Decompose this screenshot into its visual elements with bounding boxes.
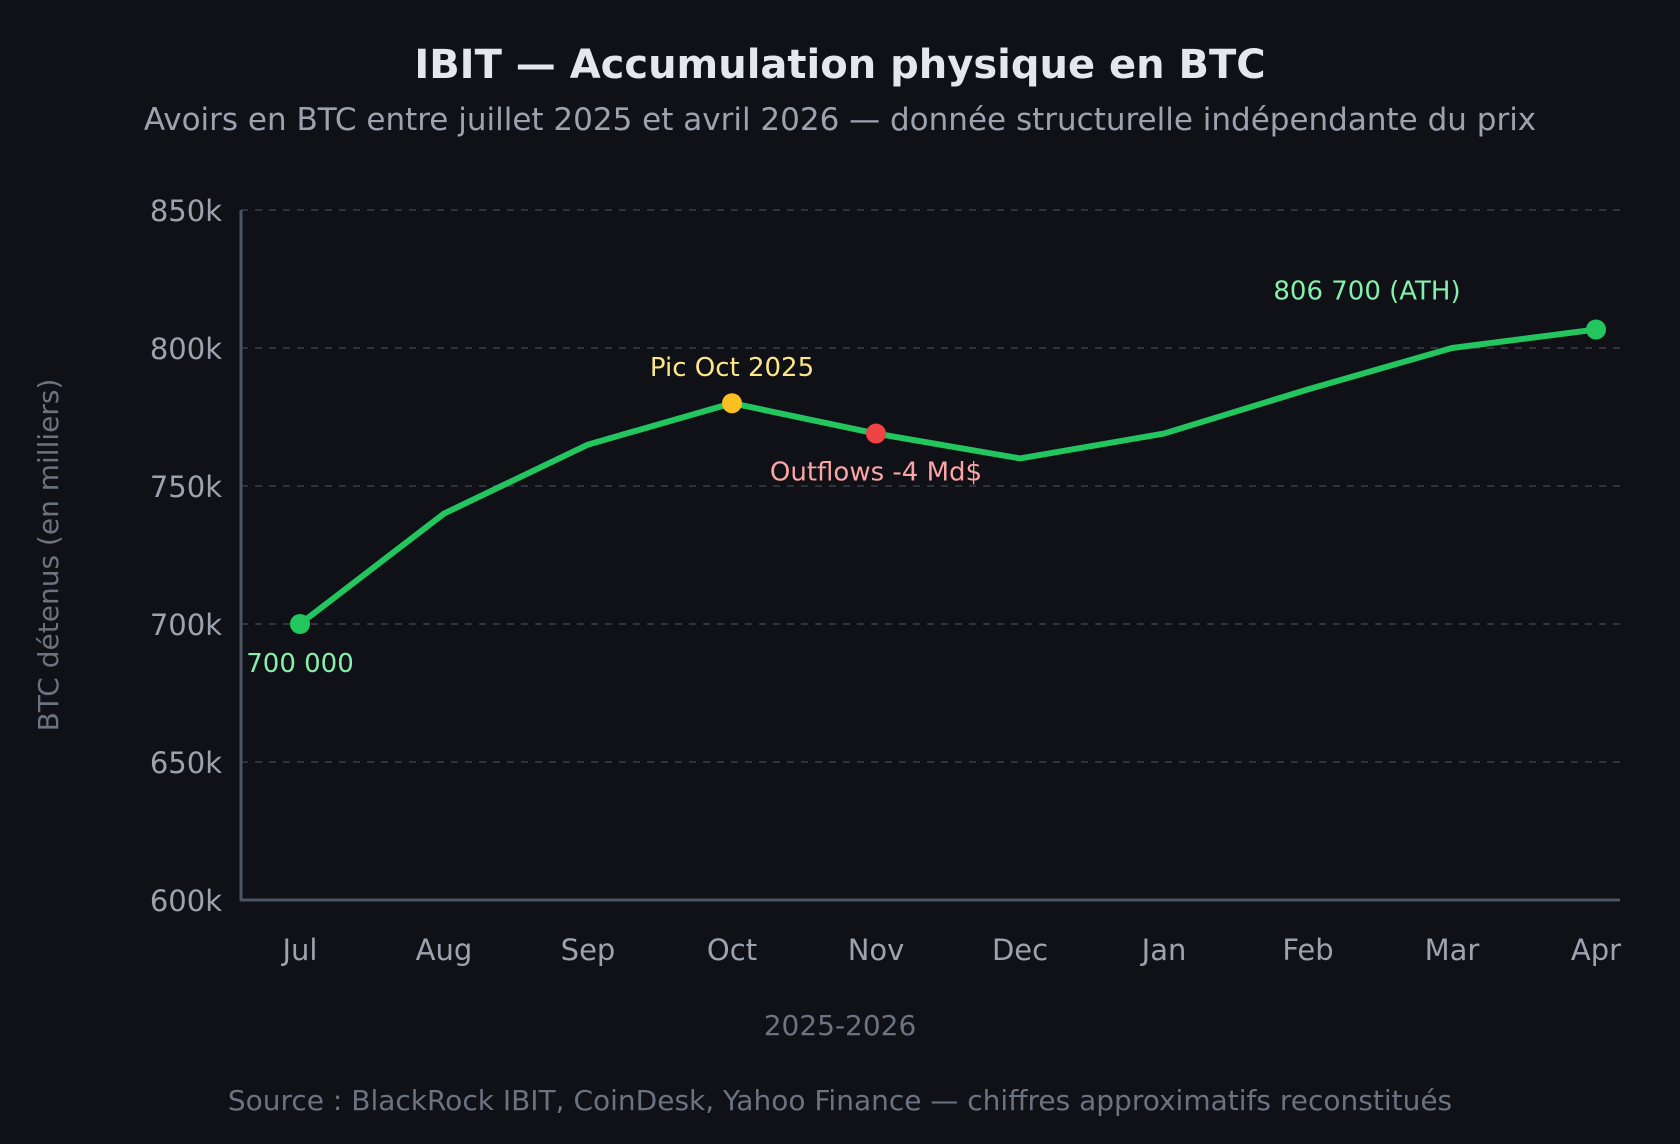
y-tick-labels: 600k 650k 700k 750k 800k 850k: [150, 194, 222, 918]
chart-title: IBIT — Accumulation physique en BTC: [414, 42, 1265, 88]
x-tick-label: Mar: [1425, 933, 1480, 967]
x-tick-label: Jan: [1140, 933, 1187, 967]
x-tick-label: Aug: [416, 933, 473, 967]
annotation-label: 806 700 (ATH): [1273, 277, 1460, 307]
x-tick-label: Apr: [1571, 933, 1621, 967]
x-tick-label: Dec: [992, 933, 1048, 967]
x-tick-label: Feb: [1282, 933, 1333, 967]
x-tick-label: Jul: [281, 933, 318, 967]
grid-lines: [241, 209, 1620, 763]
axes: [239, 210, 1620, 902]
x-tick-label: Oct: [707, 933, 757, 967]
series-layer: [297, 326, 1599, 627]
x-tick-label: Nov: [848, 933, 905, 967]
y-tick-label: 700k: [150, 608, 222, 642]
y-axis-label: BTC détenus (en milliers): [32, 379, 65, 732]
y-tick-label: 600k: [150, 884, 222, 918]
chart-subtitle: Avoirs en BTC entre juillet 2025 et avri…: [144, 102, 1536, 138]
y-tick-label: 850k: [150, 194, 222, 228]
annotation-label: Outflows -4 Md$: [770, 458, 982, 488]
y-tick-label: 650k: [150, 746, 222, 780]
series-line: [297, 326, 1599, 627]
annotated-point: [1586, 319, 1606, 340]
annotation-label: Pic Oct 2025: [650, 353, 814, 383]
source-note: Source : BlackRock IBIT, CoinDesk, Yahoo…: [228, 1084, 1452, 1117]
x-axis-label: 2025-2026: [764, 1009, 917, 1042]
y-tick-label: 800k: [150, 332, 222, 366]
annotated-point: [722, 393, 742, 414]
annotated-point: [290, 614, 310, 634]
annotated-point: [866, 423, 886, 444]
annotation-label: 700 000: [246, 649, 354, 679]
x-tick-labels: Jul Aug Sep Oct Nov Dec Jan Feb Mar Apr: [281, 933, 1622, 967]
annotations: 700 000 Pic Oct 2025 Outflows -4 Md$ 806 70…: [246, 277, 1606, 679]
x-tick-label: Sep: [561, 933, 616, 967]
y-tick-label: 750k: [150, 470, 222, 504]
